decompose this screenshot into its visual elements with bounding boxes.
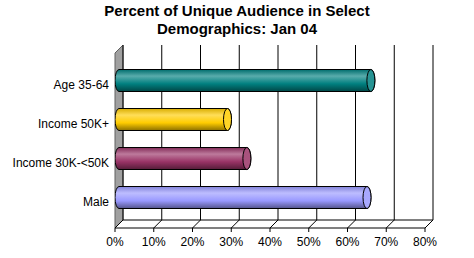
bar-group xyxy=(115,70,375,92)
bar xyxy=(115,70,375,92)
tick xyxy=(270,228,271,232)
bar-group xyxy=(115,187,371,209)
bars xyxy=(115,70,375,209)
tick xyxy=(308,228,309,232)
category-label: Male xyxy=(83,195,109,209)
tick-label: 30% xyxy=(219,235,243,249)
tick xyxy=(386,228,387,232)
bar xyxy=(115,187,371,209)
tick-label: 60% xyxy=(335,235,359,249)
title: Percent of Unique Audience in Select Dem… xyxy=(87,2,387,38)
plot: 0% 10% 20% 30% 40% 50% 60% 70% 80% Age 35-64 Incom… xyxy=(0,0,474,258)
tick-label: 80% xyxy=(413,235,437,249)
grid-line xyxy=(386,45,394,228)
grid-line xyxy=(425,45,433,228)
tick xyxy=(231,228,232,232)
bar-group xyxy=(115,109,232,131)
bar-cap xyxy=(243,148,251,170)
tick xyxy=(153,228,154,232)
bar xyxy=(115,109,232,131)
bar-cap xyxy=(363,187,371,209)
category-label: Income 50K+ xyxy=(38,117,109,131)
tick xyxy=(425,228,426,232)
tick xyxy=(115,228,116,232)
bar-group xyxy=(115,148,251,170)
chart: Percent of Unique Audience in Select Dem… xyxy=(0,0,474,258)
title-box: Percent of Unique Audience in Select Dem… xyxy=(0,2,474,38)
tick xyxy=(192,228,193,232)
bar-cap xyxy=(224,109,232,131)
tick-label: 70% xyxy=(374,235,398,249)
tick xyxy=(347,228,348,232)
floor-edge xyxy=(123,220,433,221)
tick-label: 40% xyxy=(258,235,282,249)
category-label: Age 35-64 xyxy=(54,78,110,92)
tick-label: 0% xyxy=(106,235,124,249)
category-label: Income 30K-<50K xyxy=(13,156,109,170)
bar xyxy=(115,148,251,170)
bar-cap xyxy=(367,70,375,92)
tick-label: 10% xyxy=(142,235,166,249)
tick-label: 20% xyxy=(180,235,204,249)
tick-label: 50% xyxy=(297,235,321,249)
x-axis xyxy=(115,228,425,229)
